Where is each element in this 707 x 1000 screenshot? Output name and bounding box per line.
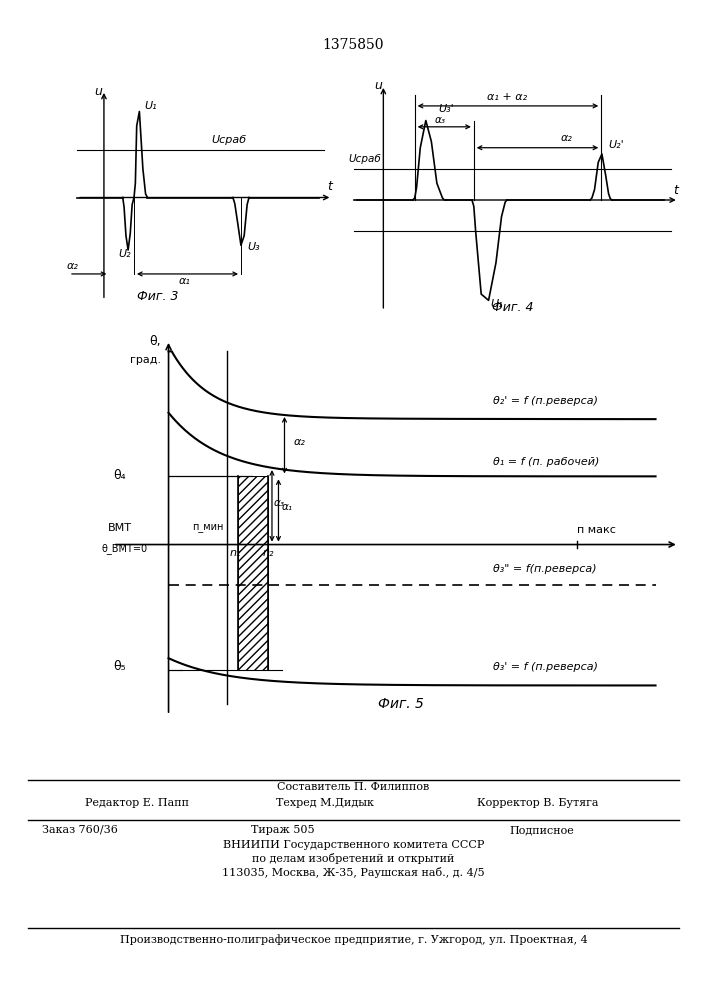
Text: α₁ + α₂: α₁ + α₂ [486, 92, 527, 102]
Text: град.: град. [130, 355, 161, 365]
Text: Фиг. 5: Фиг. 5 [378, 697, 423, 711]
Text: U₁: U₁ [491, 299, 503, 309]
Text: 1375850: 1375850 [323, 38, 384, 52]
Text: α₂: α₂ [561, 133, 573, 143]
Text: Составитель П. Филиппов: Составитель П. Филиппов [277, 782, 430, 792]
Text: α₃: α₃ [274, 498, 285, 508]
Text: n₂: n₂ [262, 548, 274, 558]
Text: ВНИИПИ Государственного комитета СССР: ВНИИПИ Государственного комитета СССР [223, 840, 484, 850]
Text: Техред М.Дидык: Техред М.Дидык [276, 798, 374, 808]
Text: α₁: α₁ [179, 275, 191, 286]
Text: u: u [374, 79, 382, 92]
Text: U₂: U₂ [119, 249, 132, 259]
Text: п_мин: п_мин [192, 522, 223, 532]
Text: θ₃" = f(п.реверса): θ₃" = f(п.реверса) [493, 564, 597, 574]
Text: Тираж 505: Тираж 505 [251, 825, 315, 835]
Text: n₁: n₁ [230, 548, 242, 558]
Text: п макс: п макс [577, 525, 616, 535]
Text: U₃': U₃' [439, 104, 455, 114]
Text: по делам изобретений и открытий: по делам изобретений и открытий [252, 853, 455, 864]
Text: t: t [327, 180, 332, 193]
Text: θ₁ = f (п. рабочей): θ₁ = f (п. рабочей) [493, 457, 600, 467]
Text: u: u [95, 85, 103, 98]
Text: α₂: α₂ [66, 261, 78, 271]
Text: Фиг. 4: Фиг. 4 [492, 301, 533, 314]
Text: U₂': U₂' [609, 140, 624, 150]
Text: U₃: U₃ [247, 242, 260, 252]
Text: θ₄: θ₄ [113, 469, 126, 482]
Text: Ucраб: Ucраб [211, 135, 247, 145]
Text: α₃: α₃ [435, 115, 446, 125]
Text: ВМТ: ВМТ [108, 523, 132, 533]
Text: Заказ 760/36: Заказ 760/36 [42, 825, 118, 835]
Text: α₂: α₂ [294, 437, 305, 447]
Text: Подписное: Подписное [509, 825, 574, 835]
Text: θ,: θ, [148, 335, 160, 348]
Text: Корректор В. Бутяга: Корректор В. Бутяга [477, 798, 598, 808]
Text: Редактор Е. Папп: Редактор Е. Папп [85, 798, 189, 808]
Text: t: t [673, 184, 678, 197]
Text: θ_ВМТ=0: θ_ВМТ=0 [101, 543, 148, 554]
Bar [238, 476, 268, 670]
Text: 113035, Москва, Ж-35, Раушская наб., д. 4/5: 113035, Москва, Ж-35, Раушская наб., д. … [222, 867, 485, 878]
Text: θ₅: θ₅ [113, 660, 126, 673]
Text: U₁: U₁ [144, 101, 157, 111]
Text: θ₂' = f (п.реверса): θ₂' = f (п.реверса) [493, 396, 598, 406]
Text: Производственно-полиграфическое предприятие, г. Ужгород, ул. Проектная, 4: Производственно-полиграфическое предприя… [119, 934, 588, 945]
Text: Ucраб: Ucраб [349, 154, 381, 164]
Text: θ₃' = f (п.реверса): θ₃' = f (п.реверса) [493, 662, 598, 672]
Text: α₁: α₁ [281, 502, 292, 512]
Text: Фиг. 3: Фиг. 3 [137, 290, 178, 303]
